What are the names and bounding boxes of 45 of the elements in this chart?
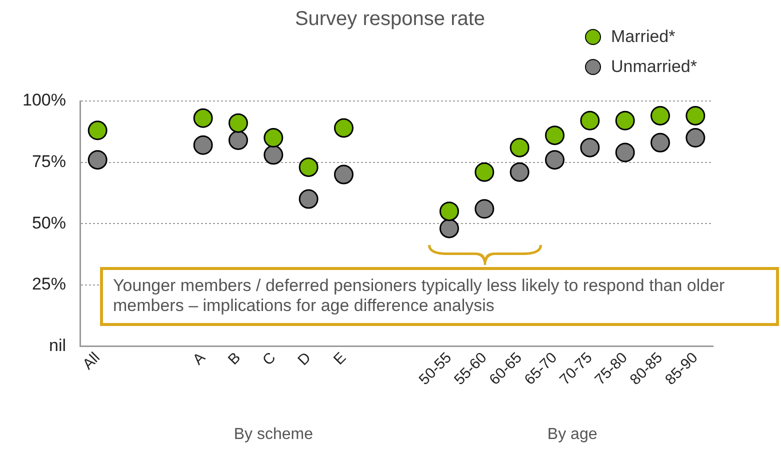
callout-box: Younger members / deferred pensioners typically less likely to respond than older members – implications for age difference analysis xyxy=(100,267,779,326)
chart-title: Survey response rate xyxy=(294,8,486,31)
x-tick-label: A xyxy=(190,349,209,368)
point xyxy=(510,162,530,182)
point xyxy=(686,128,706,148)
x-tick-label: C xyxy=(259,349,280,369)
x-tick-label: B xyxy=(224,349,244,368)
point xyxy=(264,128,284,148)
y-tick-label: 25% xyxy=(32,274,66,294)
y-tick-label: 75% xyxy=(32,152,66,171)
point xyxy=(580,110,600,130)
text: By age xyxy=(547,426,598,444)
point xyxy=(474,199,494,219)
text: By scheme xyxy=(234,426,313,444)
point xyxy=(650,132,670,152)
point xyxy=(193,135,213,155)
point xyxy=(650,106,670,126)
x-tick-label: D xyxy=(294,349,314,369)
y-tick-label: 50% xyxy=(32,213,66,232)
point xyxy=(334,164,354,184)
point xyxy=(298,157,318,177)
point xyxy=(228,130,248,150)
point xyxy=(440,202,459,222)
y-tick-label: nil xyxy=(48,336,66,355)
legend-label: Married* xyxy=(611,27,676,47)
point xyxy=(264,145,284,165)
y-tick-label: 100% xyxy=(22,90,66,110)
point xyxy=(615,110,635,130)
legend-label: Unmarried* xyxy=(611,57,697,77)
point xyxy=(545,150,564,170)
point xyxy=(193,108,213,128)
point xyxy=(474,162,494,182)
point xyxy=(334,118,354,138)
x-tick-label: E xyxy=(330,349,350,368)
point xyxy=(440,218,459,238)
x-tick-label: All xyxy=(80,349,104,374)
point xyxy=(228,113,248,133)
point xyxy=(580,138,600,158)
point xyxy=(88,150,108,170)
point xyxy=(615,142,635,162)
point xyxy=(686,106,706,126)
point xyxy=(545,126,564,146)
point xyxy=(88,120,108,140)
point xyxy=(510,138,530,158)
point xyxy=(298,189,318,209)
